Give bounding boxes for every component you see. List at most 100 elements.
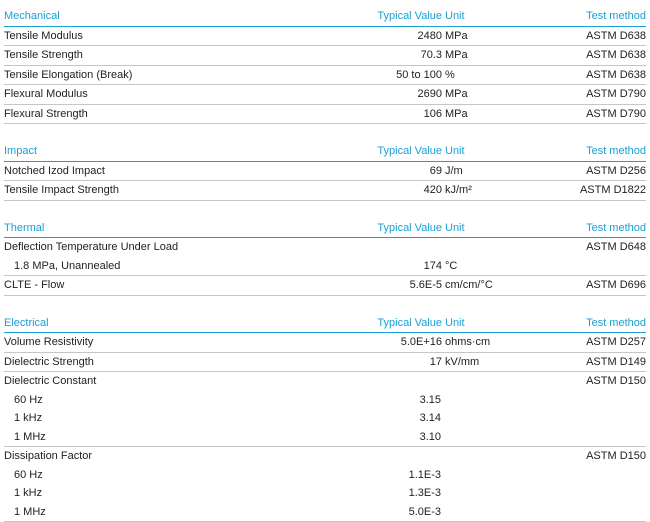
property-value: 5.0E+16 (401, 333, 442, 352)
property-unit: MPa (445, 105, 468, 124)
test-method: ASTM D638 (586, 46, 646, 65)
property-name: 1 MHz (14, 503, 46, 522)
section-title: Mechanical (4, 7, 60, 26)
property-name: Notched Izod Impact (4, 162, 105, 181)
test-method: ASTM D790 (586, 105, 646, 124)
property-name: 1 kHz (14, 484, 42, 503)
section-title: Thermal (4, 219, 44, 238)
property-unit: MPa (445, 27, 468, 46)
unit-column-header: Unit (445, 314, 465, 333)
property-name: Dissipation Factor (4, 447, 92, 466)
property-unit: kV/mm (445, 353, 479, 372)
test-method: ASTM D648 (586, 238, 646, 257)
test-method: ASTM D150 (586, 372, 646, 391)
property-value: 50 to 100 (396, 66, 442, 85)
method-column-header: Test method (586, 219, 646, 238)
property-name: Tensile Modulus (4, 27, 83, 46)
test-method: ASTM D150 (586, 447, 646, 466)
table-row: 1 MHz 3.10 (4, 428, 646, 448)
value-column-header: Typical Value (377, 219, 442, 238)
property-unit: J/m (445, 162, 463, 181)
property-name: CLTE - Flow (4, 276, 64, 295)
unit-column-header: Unit (445, 7, 465, 26)
property-name: Dielectric Strength (4, 353, 94, 372)
property-unit: MPa (445, 85, 468, 104)
property-unit: ohms·cm (445, 333, 490, 352)
test-method: ASTM D696 (586, 276, 646, 295)
method-column-header: Test method (586, 142, 646, 161)
property-name: 60 Hz (14, 466, 43, 485)
table-row: Dissipation Factor ASTM D150 (4, 447, 646, 466)
property-value: 2690 (418, 85, 442, 104)
property-unit: °C (445, 257, 457, 276)
table-row: Dielectric Constant ASTM D150 (4, 372, 646, 391)
property-name: 1 kHz (14, 409, 42, 428)
property-value: 420 (424, 181, 442, 200)
test-method: ASTM D790 (586, 85, 646, 104)
property-value: 69 (430, 162, 442, 181)
method-column-header: Test method (586, 7, 646, 26)
table-row: Tensile Elongation (Break)50 to 100%ASTM… (4, 66, 646, 86)
property-name: Deflection Temperature Under Load (4, 238, 178, 257)
property-value: 174 (424, 257, 442, 276)
property-name: Flexural Modulus (4, 85, 88, 104)
property-unit: % (445, 66, 455, 85)
property-value: 2480 (418, 27, 442, 46)
property-value: 5.0E-3 (409, 503, 441, 522)
value-column-header: Typical Value (377, 142, 442, 161)
property-value: 5.6E-5 (410, 276, 442, 295)
property-name: Tensile Strength (4, 46, 83, 65)
property-name: Volume Resistivity (4, 333, 93, 352)
property-name: Tensile Impact Strength (4, 181, 119, 200)
property-value: 3.14 (420, 409, 441, 428)
table-row: 60 Hz 1.1E-3 (4, 466, 646, 485)
test-method: ASTM D256 (586, 162, 646, 181)
section-title: Electrical (4, 314, 49, 333)
property-value: 1.1E-3 (409, 466, 441, 485)
method-column-header: Test method (586, 314, 646, 333)
value-column-header: Typical Value (377, 314, 442, 333)
table-row: Deflection Temperature Under Load ASTM D6… (4, 238, 646, 257)
property-unit: kJ/m² (445, 181, 472, 200)
value-column-header: Typical Value (377, 7, 442, 26)
property-value: 1.3E-3 (409, 484, 441, 503)
property-value: 70.3 (421, 46, 442, 65)
test-method: ASTM D257 (586, 333, 646, 352)
property-value: 3.15 (420, 391, 441, 410)
unit-column-header: Unit (445, 142, 465, 161)
table-row: 1 kHz 3.14 (4, 409, 646, 428)
table-row: 60 Hz 3.15 (4, 391, 646, 410)
property-name: Dielectric Constant (4, 372, 96, 391)
property-name: 60 Hz (14, 391, 43, 410)
table-row: 1 kHz 1.3E-3 (4, 484, 646, 503)
section-title: Impact (4, 142, 37, 161)
property-unit: cm/cm/°C (445, 276, 493, 295)
property-name: Tensile Elongation (Break) (4, 66, 132, 85)
test-method: ASTM D638 (586, 27, 646, 46)
property-unit: MPa (445, 46, 468, 65)
unit-column-header: Unit (445, 219, 465, 238)
property-value: 3.10 (420, 428, 441, 447)
property-name: Flexural Strength (4, 105, 88, 124)
property-value: 106 (424, 105, 442, 124)
table-row: 1 MHz 5.0E-3 (4, 503, 646, 522)
property-name: 1 MHz (14, 428, 46, 447)
